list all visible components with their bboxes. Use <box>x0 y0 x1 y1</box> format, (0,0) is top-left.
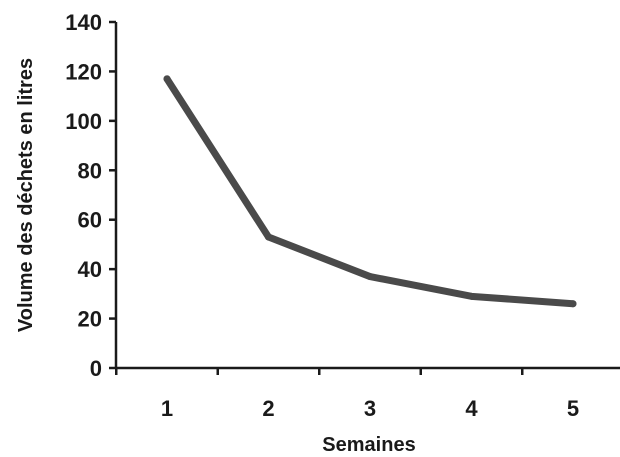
y-tick-label: 100 <box>65 109 102 134</box>
y-axis-title: Volume des déchets en litres <box>15 58 37 332</box>
data-point <box>366 273 374 281</box>
series-line <box>163 75 577 308</box>
data-point <box>468 292 475 300</box>
series-group <box>163 75 577 308</box>
data-point <box>265 233 272 241</box>
y-tick-label: 40 <box>78 257 102 282</box>
y-tick-label: 0 <box>90 356 102 381</box>
x-tick-label: 1 <box>161 396 173 421</box>
y-axis-ticks: 0 20 40 60 80 100 120 140 <box>65 10 116 381</box>
x-tick-label: 4 <box>465 396 478 421</box>
data-point <box>569 300 577 308</box>
x-tick-label: 5 <box>567 396 579 421</box>
data-point <box>163 75 171 83</box>
y-tick-label: 80 <box>78 158 102 183</box>
x-axis-title: Semaines <box>322 434 415 456</box>
y-tick-label: 140 <box>65 10 102 35</box>
plot-area: 0 20 40 60 80 100 120 140 1 2 3 4 5 <box>65 10 620 421</box>
y-tick-label: 120 <box>65 59 102 84</box>
x-tick-label: 3 <box>364 396 376 421</box>
x-axis-ticks: 1 2 3 4 5 <box>115 368 579 421</box>
y-tick-label: 20 <box>78 307 102 332</box>
y-tick-label: 60 <box>78 208 102 233</box>
x-tick-label: 2 <box>262 396 274 421</box>
